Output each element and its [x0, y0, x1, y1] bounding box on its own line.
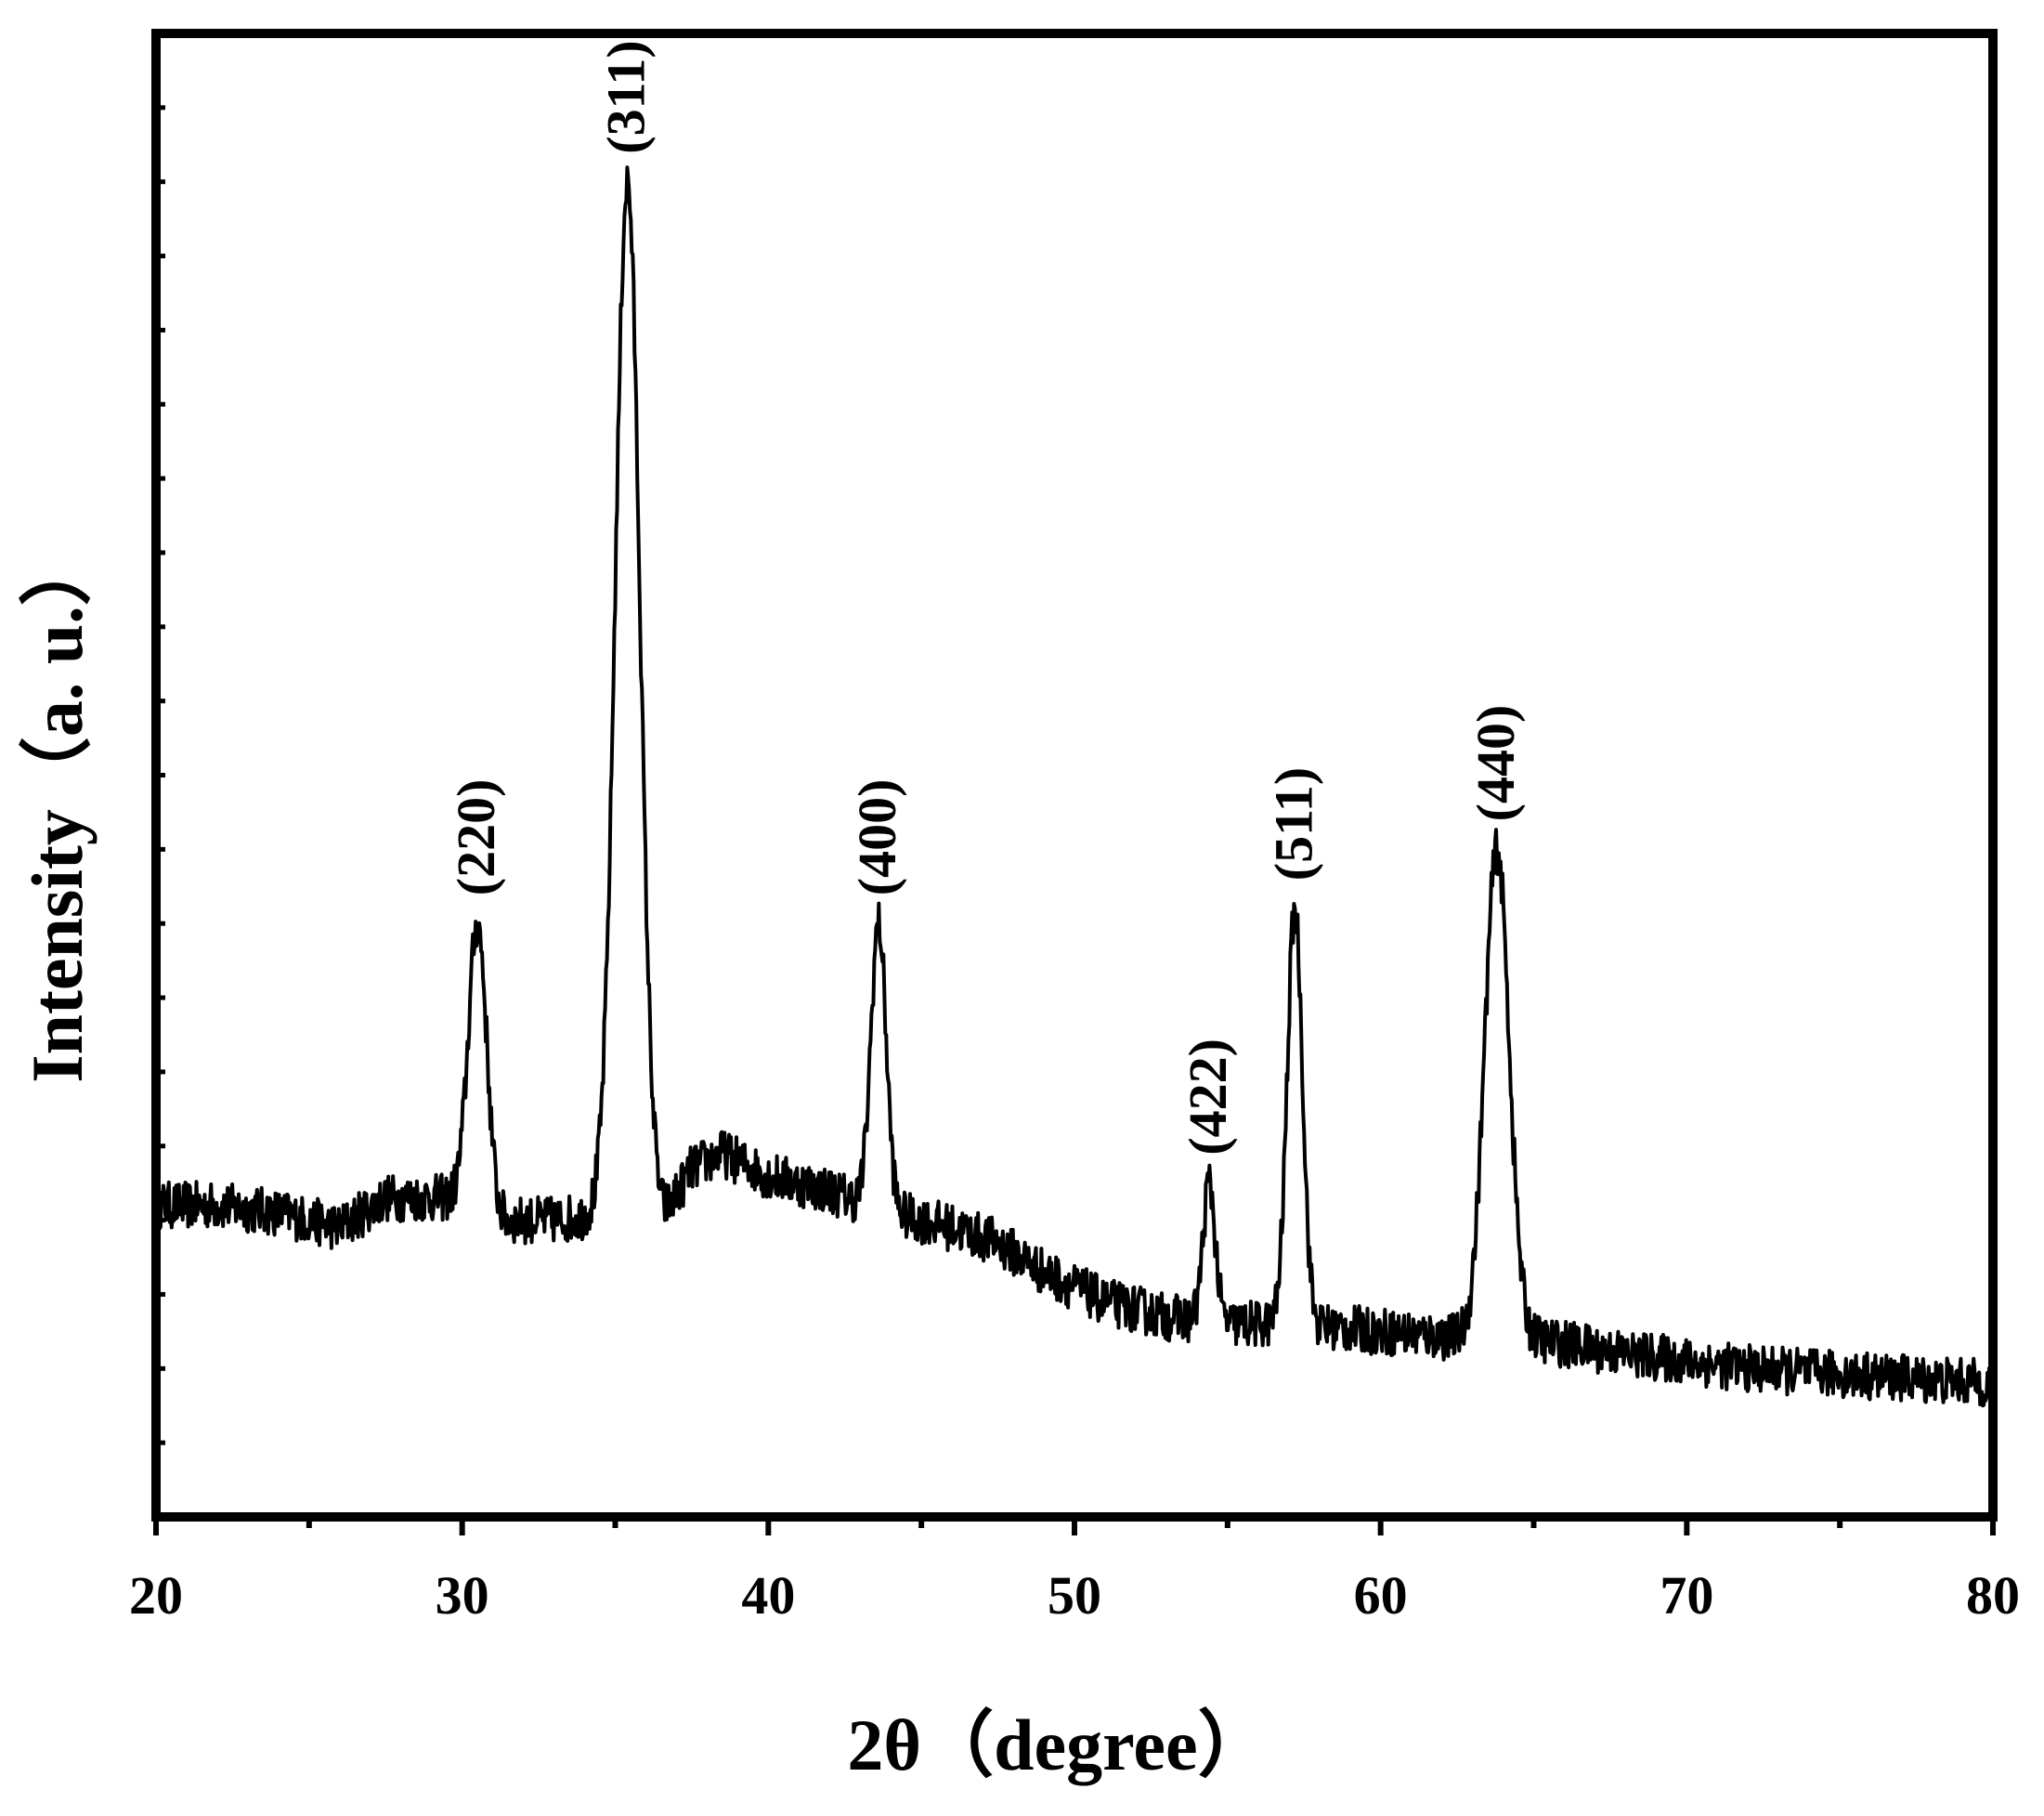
x-tick-label: 60 — [1354, 1565, 1408, 1626]
x-tick-label: 80 — [1966, 1565, 2020, 1626]
peak-label: (422) — [1178, 1039, 1238, 1156]
x-tick-label: 40 — [741, 1565, 795, 1626]
peak-label: (440) — [1465, 705, 1526, 822]
x-tick-label: 20 — [129, 1565, 183, 1626]
y-axis-title: Intensity（a. u.） — [17, 533, 98, 1083]
peak-label: (400) — [847, 779, 907, 896]
x-tick-label: 30 — [436, 1565, 489, 1626]
series-layer — [154, 165, 1995, 1408]
plot-frame — [151, 29, 1998, 1522]
peak-labels: (220) (311) (400) (422) (511) (440) — [446, 40, 1526, 1155]
plot-border — [151, 29, 1998, 1522]
y-axis-ticks — [156, 105, 165, 1445]
peak-label: (311) — [596, 40, 657, 153]
x-axis-ticks: 20 30 40 50 60 70 80 — [129, 1517, 2020, 1626]
x-axis-title: 2θ（degree） — [847, 1705, 1269, 1785]
x-tick-label: 50 — [1048, 1565, 1101, 1626]
x-tick-label: 70 — [1660, 1565, 1713, 1626]
peak-label: (511) — [1263, 767, 1323, 881]
xrd-pattern-line — [154, 165, 1995, 1408]
peak-label: (220) — [446, 779, 506, 896]
